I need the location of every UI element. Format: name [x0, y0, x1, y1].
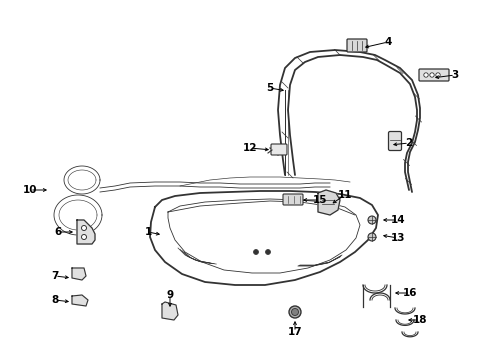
Text: 8: 8 [51, 295, 59, 305]
Polygon shape [72, 295, 88, 306]
Circle shape [291, 309, 298, 315]
Text: 18: 18 [412, 315, 427, 325]
Polygon shape [162, 302, 178, 320]
Text: 10: 10 [23, 185, 37, 195]
Circle shape [367, 216, 375, 224]
Circle shape [367, 233, 375, 241]
Text: 2: 2 [405, 138, 412, 148]
Text: 11: 11 [337, 190, 351, 200]
Polygon shape [72, 268, 86, 280]
Circle shape [81, 234, 86, 239]
Text: 4: 4 [384, 37, 391, 47]
Text: 7: 7 [51, 271, 59, 281]
Circle shape [81, 225, 86, 230]
Text: 5: 5 [266, 83, 273, 93]
Circle shape [288, 306, 301, 318]
Text: 6: 6 [54, 227, 61, 237]
FancyBboxPatch shape [283, 194, 303, 205]
FancyBboxPatch shape [387, 131, 401, 150]
Polygon shape [77, 220, 95, 244]
Text: 3: 3 [450, 70, 458, 80]
Text: 12: 12 [242, 143, 257, 153]
Text: 1: 1 [144, 227, 151, 237]
Polygon shape [317, 190, 339, 215]
Text: 17: 17 [287, 327, 302, 337]
FancyBboxPatch shape [418, 69, 448, 81]
Text: 15: 15 [312, 195, 326, 205]
Text: 13: 13 [390, 233, 405, 243]
Circle shape [253, 249, 258, 255]
Circle shape [429, 73, 433, 77]
Circle shape [423, 73, 427, 77]
Circle shape [435, 73, 439, 77]
Text: 14: 14 [390, 215, 405, 225]
FancyBboxPatch shape [346, 39, 366, 52]
Circle shape [265, 249, 270, 255]
Text: 16: 16 [402, 288, 416, 298]
Text: 9: 9 [166, 290, 173, 300]
FancyBboxPatch shape [270, 144, 286, 155]
